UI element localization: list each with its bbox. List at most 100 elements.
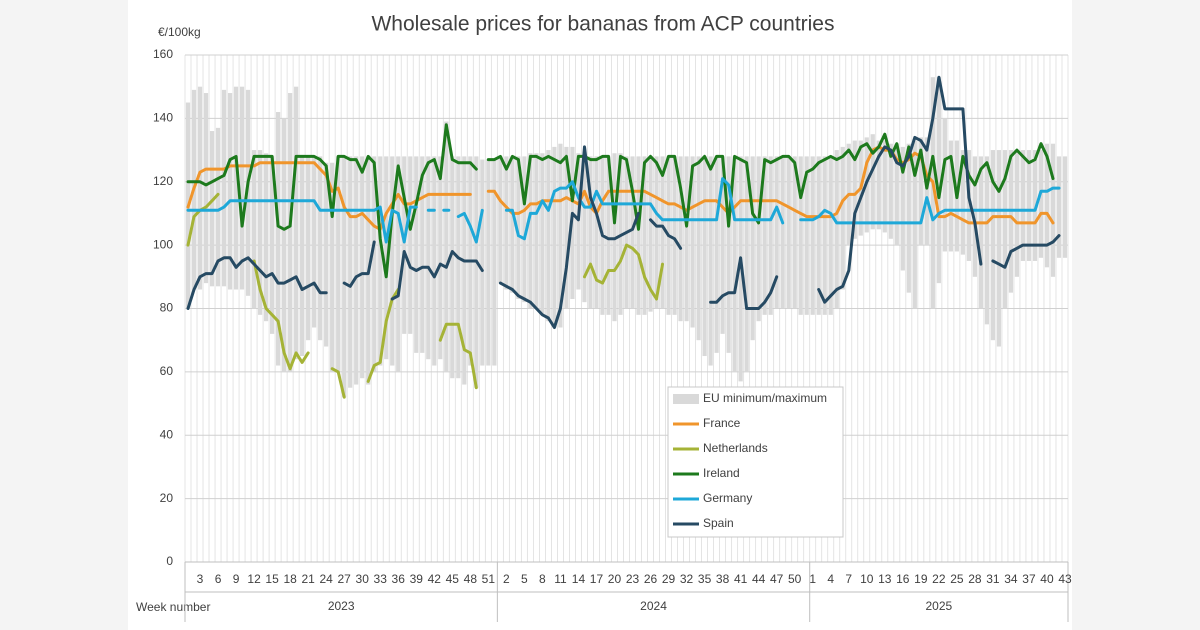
range-bar	[444, 121, 449, 372]
range-bar	[834, 150, 839, 309]
series-line	[186, 177, 1061, 244]
range-bar	[654, 156, 659, 309]
y-tick-label: 0	[166, 554, 173, 568]
chart-title: Wholesale prices for bananas from ACP co…	[371, 13, 834, 36]
x-tick-label: 27	[338, 572, 352, 586]
range-bar	[606, 156, 611, 315]
range-bar	[870, 134, 875, 230]
range-bar	[251, 150, 257, 309]
year-label: 2024	[640, 599, 667, 613]
x-tick-label: 22	[932, 572, 946, 586]
range-bar	[510, 156, 515, 293]
range-bar	[354, 156, 359, 385]
range-bar	[978, 156, 984, 309]
range-bar	[534, 153, 539, 309]
range-bar	[708, 156, 713, 366]
range-bar	[540, 153, 545, 315]
x-tick-label: 51	[482, 572, 496, 586]
range-bar	[276, 112, 281, 366]
range-bar	[504, 156, 509, 290]
range-bar	[672, 156, 677, 315]
range-bar	[984, 156, 990, 325]
y-tick-label: 20	[160, 491, 174, 505]
range-bar	[918, 137, 923, 246]
range-bar	[732, 156, 737, 372]
legend-label: Netherlands	[703, 441, 768, 455]
range-bar	[197, 86, 203, 290]
range-bar	[576, 153, 581, 290]
x-tick-label: 16	[896, 572, 910, 586]
range-bar	[480, 159, 485, 366]
range-bar	[209, 131, 215, 287]
x-tick-label: 44	[752, 572, 766, 586]
range-bar	[420, 156, 425, 353]
range-bar	[678, 156, 683, 322]
range-bar	[342, 156, 347, 398]
range-bar	[840, 146, 845, 290]
range-bar	[936, 77, 941, 284]
range-bar	[702, 156, 707, 357]
y-tick-label: 40	[160, 427, 174, 441]
range-bar	[263, 153, 269, 322]
range-bar	[768, 156, 773, 315]
x-tick-label: 12	[247, 572, 261, 586]
range-bar	[438, 156, 443, 360]
x-axis-label: Week number	[136, 600, 210, 614]
range-bar	[714, 156, 719, 353]
x-tick-label: 18	[283, 572, 297, 586]
x-tick-label: 15	[265, 572, 279, 586]
x-tick-label: 42	[428, 572, 442, 586]
range-bar	[558, 143, 563, 328]
x-tick-label: 8	[539, 572, 546, 586]
range-bar	[414, 156, 419, 353]
range-bar	[798, 156, 803, 315]
range-bar	[312, 156, 317, 328]
range-bar	[1044, 143, 1050, 268]
x-tick-label: 38	[716, 572, 730, 586]
range-bar	[300, 156, 305, 357]
legend-label: Ireland	[703, 466, 740, 480]
year-label: 2025	[926, 599, 953, 613]
x-tick-label: 25	[950, 572, 964, 586]
year-label: 2023	[328, 599, 355, 613]
range-bar	[1062, 156, 1068, 258]
y-axis-label: €/100kg	[158, 25, 201, 39]
range-bar	[1014, 150, 1020, 277]
range-bar	[588, 156, 593, 309]
range-bar	[372, 156, 377, 372]
x-tick-label: 40	[1040, 572, 1054, 586]
range-bar	[810, 156, 815, 315]
x-tick-label: 28	[968, 572, 982, 586]
range-bar	[360, 156, 365, 379]
x-tick-label: 43	[1058, 572, 1072, 586]
x-tick-label: 21	[301, 572, 315, 586]
range-bar	[492, 159, 497, 366]
range-bar	[432, 156, 437, 366]
range-bar	[528, 153, 533, 309]
range-bar	[474, 156, 479, 388]
range-bar	[318, 156, 323, 341]
legend-label: France	[703, 416, 741, 430]
range-bar	[462, 156, 467, 385]
x-tick-label: 36	[392, 572, 406, 586]
range-bar	[744, 156, 749, 372]
range-bar	[882, 140, 887, 233]
range-bar	[348, 156, 353, 388]
range-bar	[203, 93, 209, 284]
range-bar	[396, 156, 401, 372]
x-tick-label: 45	[446, 572, 460, 586]
x-tick-label: 37	[1022, 572, 1036, 586]
range-bar	[402, 156, 407, 334]
range-bar	[522, 156, 527, 303]
range-bar	[948, 140, 953, 252]
y-tick-label: 140	[153, 111, 173, 125]
range-bar	[1020, 150, 1026, 261]
x-tick-label: 13	[878, 572, 892, 586]
range-bar	[804, 156, 809, 315]
range-bar	[1026, 150, 1032, 261]
range-bar	[912, 140, 917, 309]
range-bar	[330, 162, 335, 372]
range-bar	[582, 156, 587, 303]
range-bar	[1008, 150, 1014, 293]
x-tick-label: 7	[845, 572, 852, 586]
